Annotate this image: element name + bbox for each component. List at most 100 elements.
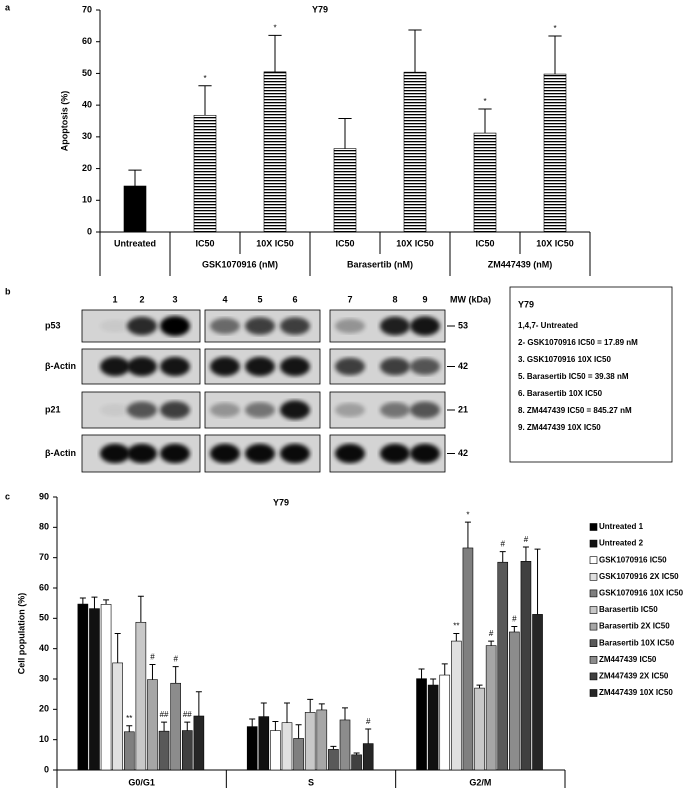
error-bar: [184, 721, 191, 731]
significance-mark: ##: [183, 710, 192, 719]
legend-label: Barasertib 2X IC50: [599, 622, 670, 631]
legend-line: 9. ZM447439 10X IC50: [518, 423, 601, 432]
blot-band: [127, 356, 157, 377]
error-bar: [172, 666, 179, 684]
blot-band: [245, 402, 275, 418]
error-bar: [195, 691, 202, 717]
error-bar: [453, 633, 460, 642]
bar: [193, 715, 205, 771]
group-label: Barasertib (nM): [347, 259, 413, 269]
bar: [333, 148, 357, 233]
blot-band: [127, 316, 157, 336]
significance-mark: *: [483, 97, 486, 106]
bar: [123, 731, 135, 771]
significance-mark: #: [150, 653, 155, 662]
error-bar: [353, 752, 360, 755]
lane-number: 8: [392, 294, 397, 304]
error-bar: [103, 599, 110, 605]
bar: [77, 603, 89, 771]
legend-label: Untreated 1: [599, 522, 644, 531]
lane-number: 4: [222, 294, 227, 304]
error-bar: [522, 546, 529, 562]
legend-label: GSK1070916 10X IC50: [599, 589, 684, 598]
error-bar: [441, 663, 448, 676]
x-tick-label: G2/M: [469, 777, 491, 787]
legend-swatch: [589, 639, 598, 648]
significance-mark: **: [126, 714, 132, 723]
blot-band: [210, 356, 240, 377]
bar: [246, 726, 258, 771]
bar: [158, 730, 170, 771]
bar: [112, 662, 123, 771]
significance-mark: #: [512, 615, 517, 624]
bar: [497, 561, 509, 771]
lane-number: 6: [292, 294, 297, 304]
y-tick-label: 70: [39, 552, 49, 562]
blot-band: [410, 401, 440, 419]
blot-band: [210, 402, 240, 418]
x-tick-label: IC50: [195, 238, 214, 248]
error-bar: [284, 702, 290, 723]
bar: [339, 719, 351, 771]
legend-swatch: [589, 572, 598, 581]
blot-band: [280, 400, 310, 420]
blot-band: [335, 443, 365, 464]
error-bar: [318, 703, 325, 710]
x-tick-label: G0/G1: [128, 777, 155, 787]
error-bar: [464, 521, 471, 548]
x-tick-label: 10X IC50: [256, 238, 294, 248]
significance-mark: *: [203, 74, 206, 83]
error-bar: [342, 707, 348, 720]
bar: [485, 645, 497, 771]
blot-band: [380, 402, 410, 418]
blot-row-label: p53: [45, 320, 61, 330]
error-bar: [91, 596, 98, 609]
y-tick-label: 50: [82, 68, 92, 78]
significance-mark: #: [366, 717, 371, 726]
error-bar: [534, 548, 541, 615]
bar: [451, 640, 462, 771]
blot-band: [380, 357, 410, 376]
blot-band: [380, 316, 410, 336]
significance-mark: #: [501, 540, 506, 549]
bar: [509, 631, 520, 771]
legend-swatch: [589, 622, 598, 631]
legend-line: 5. Barasertib IC50 = 39.38 nM: [518, 372, 629, 381]
mw-header: MW (kDa): [450, 294, 491, 304]
legend-line: 8. ZM447439 IC50 = 845.27 nM: [518, 406, 632, 415]
legend-swatch: [589, 539, 598, 548]
bar: [135, 621, 147, 771]
panel-label: b: [5, 286, 11, 296]
lane-number: 5: [257, 294, 262, 304]
blot-band: [280, 317, 310, 335]
significance-mark: *: [273, 23, 276, 32]
bar: [427, 684, 439, 771]
blot-band: [335, 403, 365, 417]
lane-number: 3: [172, 294, 177, 304]
significance-mark: *: [466, 510, 469, 519]
y-tick-label: 40: [39, 643, 49, 653]
significance-mark: #: [489, 629, 494, 638]
y-tick-label: 0: [44, 764, 49, 774]
bar: [473, 132, 497, 233]
x-tick-label: 10X IC50: [536, 238, 574, 248]
blot-band: [160, 401, 190, 419]
panel-label: a: [5, 2, 11, 12]
bar: [362, 743, 374, 771]
legend-swatch: [589, 523, 598, 531]
y-tick-label: 50: [39, 613, 49, 623]
legend-line: 3. GSK1070916 10X IC50: [518, 355, 612, 364]
error-bar: [548, 35, 562, 75]
bar: [328, 749, 339, 771]
y-tick-label: 70: [82, 4, 92, 14]
bar: [281, 722, 293, 771]
bar: [258, 716, 270, 771]
blot-band: [100, 403, 130, 417]
error-bar: [114, 633, 121, 663]
group-label: GSK1070916 (nM): [202, 259, 278, 269]
legend-label: ZM447439 IC50: [599, 655, 657, 664]
significance-mark: #: [524, 535, 529, 544]
y-tick-label: 30: [39, 673, 49, 683]
error-bar: [476, 684, 483, 689]
legend-line: 1,4,7- Untreated: [518, 321, 578, 330]
